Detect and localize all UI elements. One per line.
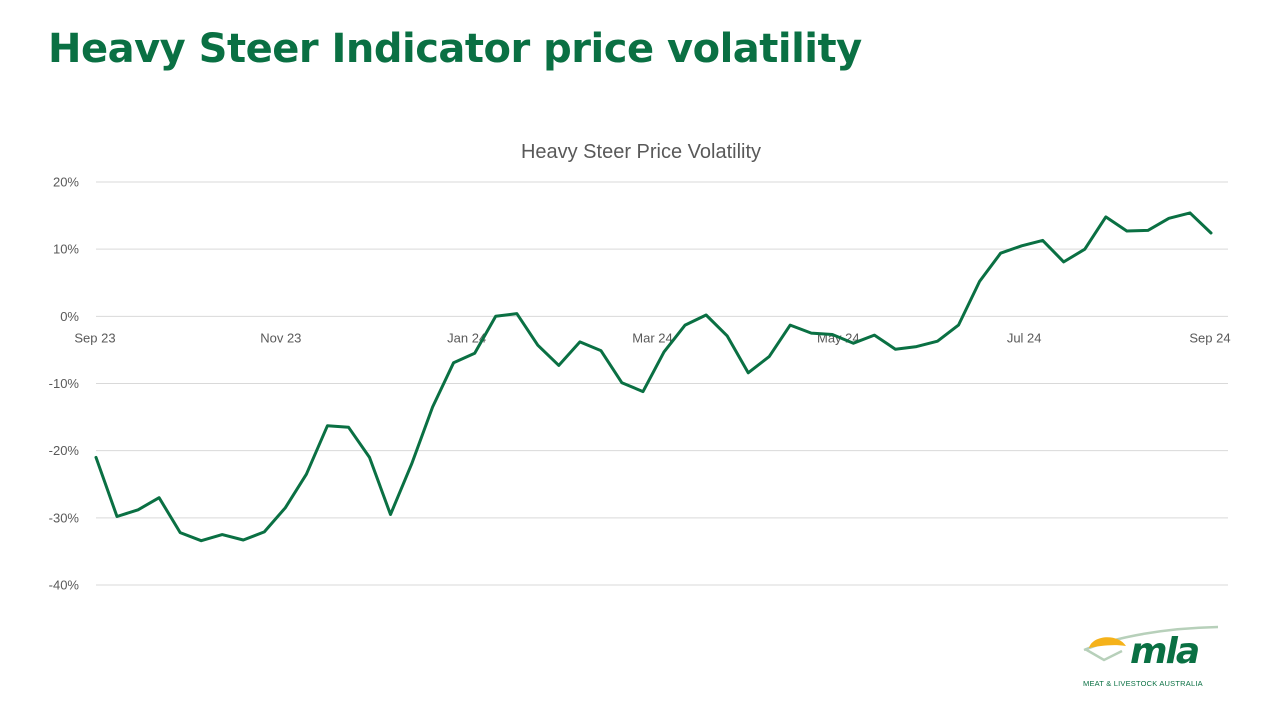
series-line-0 xyxy=(94,211,1213,543)
y-tick-label: -40% xyxy=(49,578,80,593)
mla-logo-emblem xyxy=(1083,625,1219,662)
series-layer xyxy=(94,211,1213,543)
y-tick-label: -30% xyxy=(49,510,80,525)
y-tick-label: -10% xyxy=(49,376,80,391)
x-tick-label: Sep 24 xyxy=(1189,330,1230,345)
slide-title: Heavy Steer Indicator price volatility xyxy=(48,26,862,72)
gridlines xyxy=(96,181,1228,586)
x-tick-label: Nov 23 xyxy=(260,330,301,345)
y-tick-label: -20% xyxy=(49,443,80,458)
x-tick-label: Jul 24 xyxy=(1007,330,1042,345)
y-tick-label: 0% xyxy=(60,309,79,324)
mla-logo: mla MEAT & LIVESTOCK AUSTRALIA xyxy=(1078,624,1228,694)
y-tick-label: 20% xyxy=(53,175,79,190)
chart-title: Heavy Steer Price Volatility xyxy=(521,141,761,163)
x-axis-tick-labels: Sep 23 Nov 23 Jan 24 Mar 24 May 24 Jul 24 Sep … xyxy=(74,330,1230,345)
logo-tagline: MEAT & LIVESTOCK AUSTRALIA xyxy=(1083,679,1203,688)
x-tick-label: Sep 23 xyxy=(74,330,115,345)
y-tick-label: 10% xyxy=(53,242,79,257)
y-axis-tick-labels: 20% 10% 0% -10% -20% -30% -40% xyxy=(49,175,80,593)
logo-wordmark: mla xyxy=(1130,631,1200,672)
x-tick-label: Jan 24 xyxy=(447,330,486,345)
x-tick-label: Mar 24 xyxy=(632,330,672,345)
